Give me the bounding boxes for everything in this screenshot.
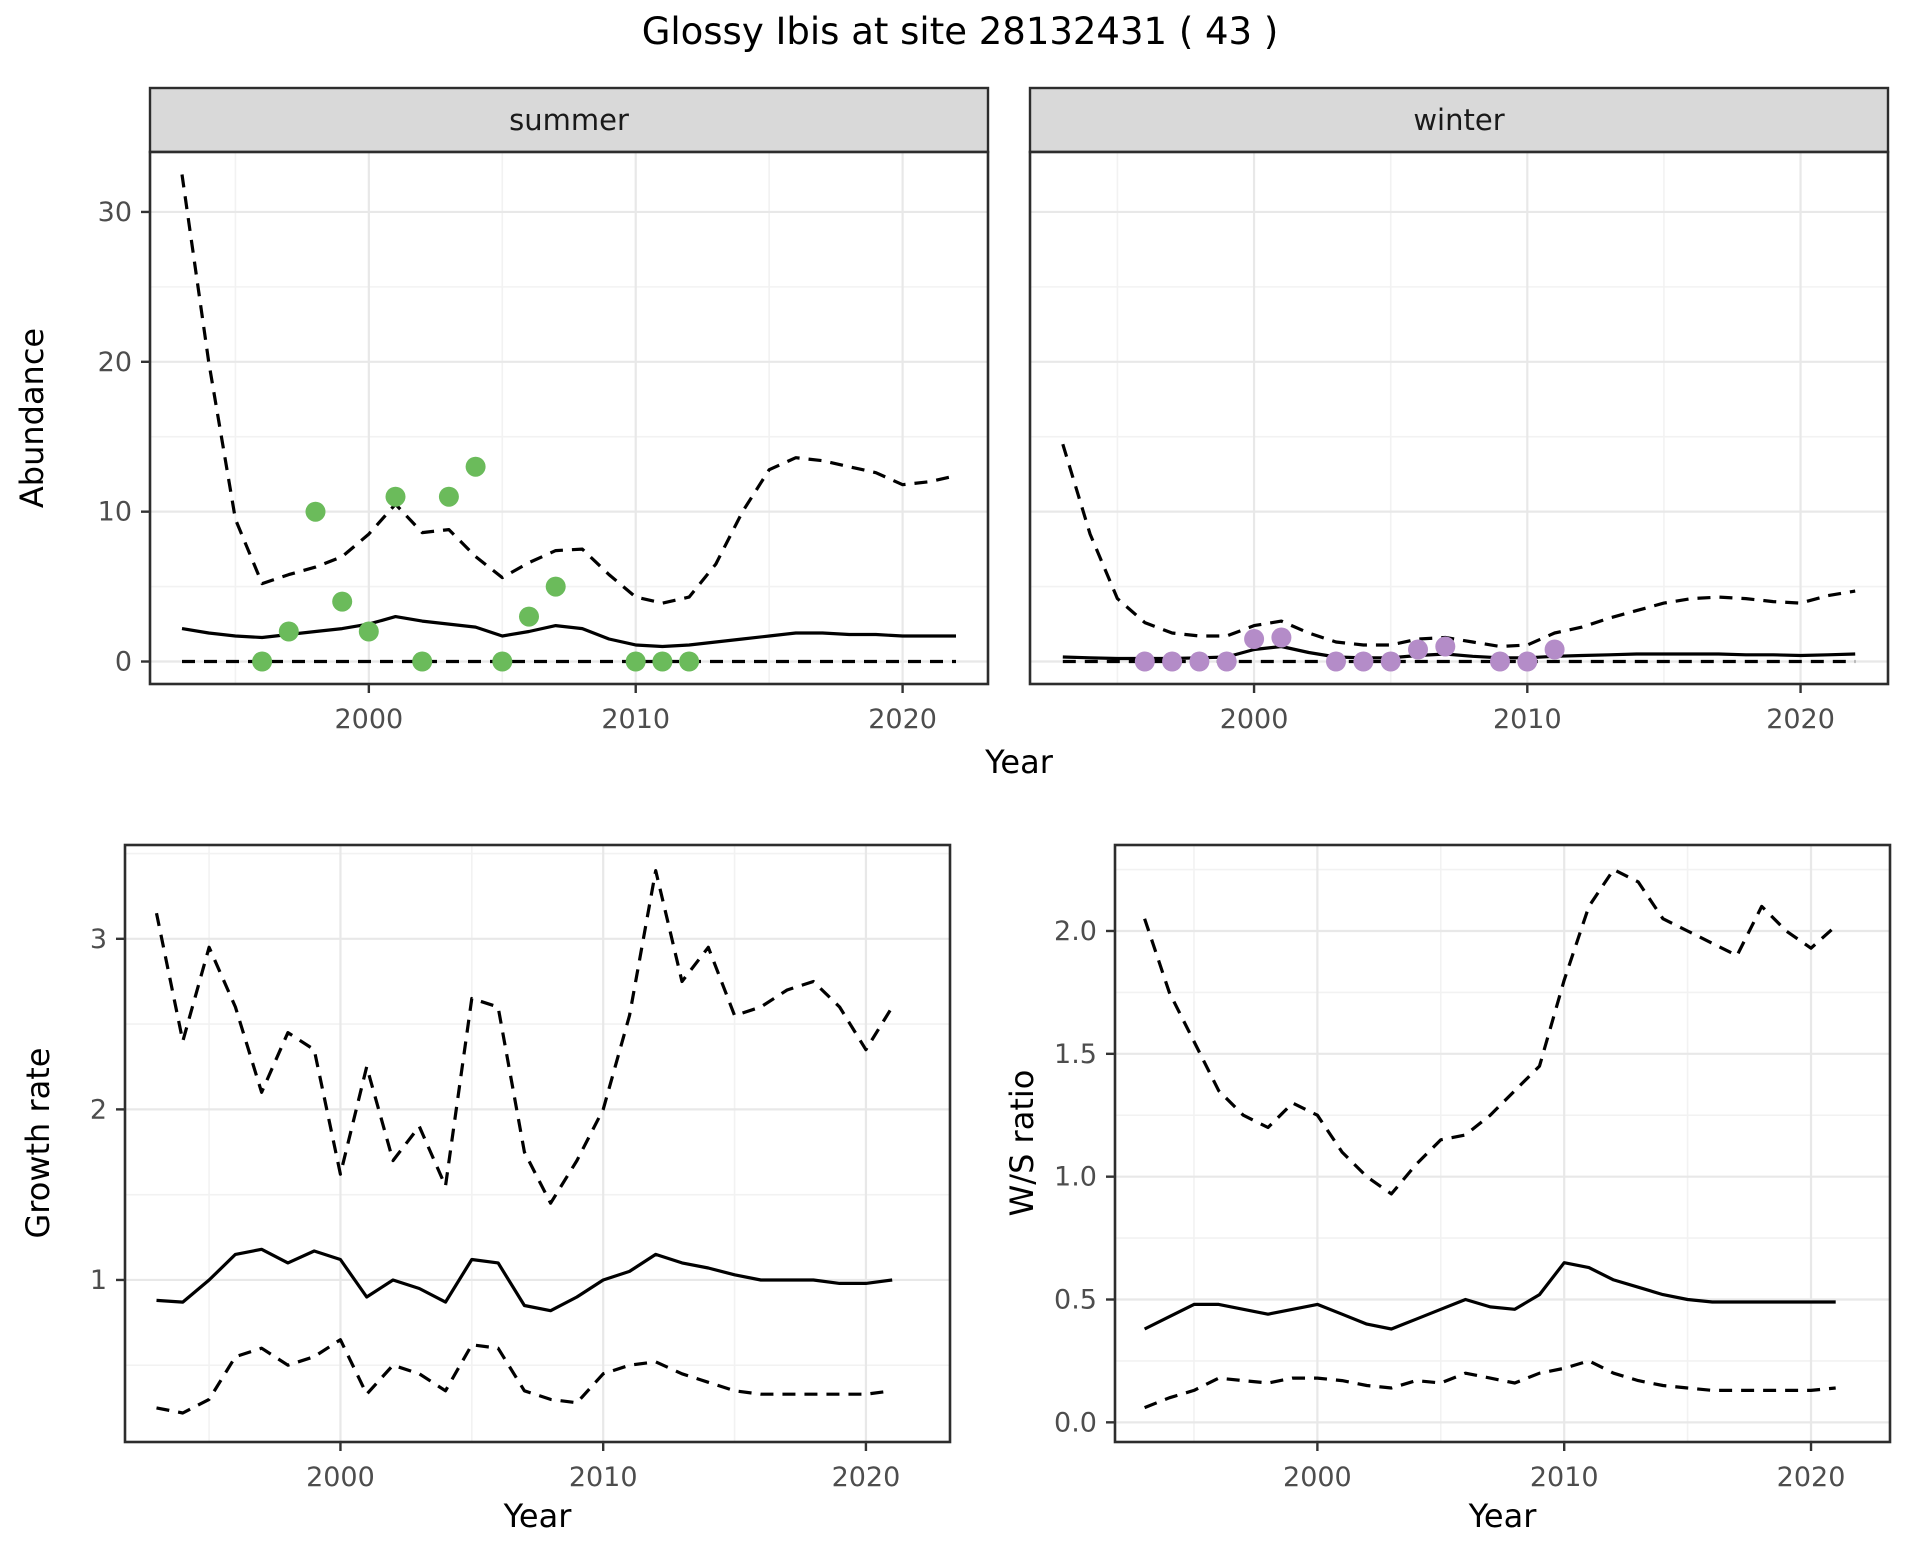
- x-tick-label: 2000: [334, 704, 403, 735]
- panel-winter: [1030, 152, 1888, 684]
- winter-observation-point: [1271, 627, 1292, 648]
- y-tick-label: 1.5: [1054, 1039, 1097, 1070]
- facet-strip: [148, 86, 990, 154]
- summer-observation-point: [625, 651, 646, 672]
- summer-observation-point: [305, 501, 326, 522]
- growth-rate-lower_ci-line: [156, 1338, 893, 1415]
- winter-observation-point: [1380, 651, 1401, 672]
- x-tick-label: 2020: [868, 704, 937, 735]
- ws-ratio-mean-line: [1143, 1261, 1836, 1331]
- panel-border: [148, 150, 990, 686]
- y-tick-label: 0.5: [1054, 1285, 1097, 1316]
- winter-observation-point: [1490, 651, 1510, 672]
- winter-observation-point: [1408, 639, 1428, 660]
- y-tick-label: 1.0: [1054, 1162, 1097, 1193]
- x-tick-label: 2010: [1493, 704, 1562, 735]
- y-tick-label: 0.0: [1054, 1407, 1097, 1438]
- winter-observation-point: [1189, 651, 1210, 672]
- winter-observation-point: [1244, 629, 1265, 649]
- winter-observation-point: [1544, 639, 1565, 660]
- panel-summer: [150, 152, 988, 684]
- summer-observation-point: [278, 621, 299, 642]
- summer-mean-line: [181, 615, 956, 649]
- winter-observation-point: [1517, 651, 1538, 672]
- x-tick-label: 2010: [1530, 1462, 1599, 1493]
- summer-observation-point: [438, 486, 459, 507]
- summer-observation-point: [492, 651, 513, 672]
- summer-observation-point: [252, 651, 273, 672]
- y-tick-label: 2: [90, 1094, 107, 1125]
- winter-observation-point: [1216, 651, 1237, 672]
- y-tick-label: 2.0: [1054, 916, 1097, 947]
- panel-border: [1113, 843, 1892, 1444]
- y-tick-label: 20: [98, 347, 132, 378]
- summer-observation-point: [519, 606, 539, 627]
- x-tick-label: 2000: [1220, 704, 1289, 735]
- winter-observation-point: [1162, 651, 1183, 672]
- winter-upper_ci-line: [1061, 443, 1856, 649]
- summer-observation-point: [332, 591, 353, 612]
- summer-observation-point: [412, 651, 433, 672]
- panel-border: [123, 843, 952, 1444]
- y-tick-label: 10: [98, 497, 132, 528]
- summer-observation-point: [385, 486, 406, 507]
- winter-observation-point: [1353, 651, 1374, 672]
- panel-border: [1028, 150, 1890, 686]
- growth-rate-upper_ci-line: [154, 869, 894, 1205]
- x-tick-label: 2010: [569, 1462, 638, 1493]
- x-tick-label: 2020: [1777, 1462, 1846, 1493]
- summer-observation-point: [652, 651, 673, 672]
- facet-strip: [1028, 86, 1890, 154]
- x-tick-label: 2000: [306, 1462, 375, 1493]
- summer-observation-point: [358, 621, 379, 642]
- summer-observation-point: [465, 456, 486, 477]
- growth-rate-mean-line: [156, 1247, 893, 1313]
- y-tick-label: 1: [90, 1265, 107, 1296]
- summer-observation-point: [679, 651, 700, 672]
- summer-observation-point: [545, 576, 566, 597]
- ws-ratio-lower_ci-line: [1144, 1359, 1836, 1410]
- summer-upper_ci-line: [180, 174, 957, 605]
- panel-ws-ratio: [1115, 845, 1890, 1442]
- winter-observation-point: [1326, 651, 1346, 672]
- ws-ratio-upper_ci-line: [1143, 868, 1837, 1196]
- x-tick-label: 2020: [1766, 704, 1835, 735]
- panel-growth-rate: [125, 845, 950, 1442]
- y-tick-label: 0: [115, 647, 132, 678]
- x-tick-label: 2010: [601, 704, 670, 735]
- winter-observation-point: [1134, 651, 1155, 672]
- y-tick-label: 3: [90, 924, 107, 955]
- x-tick-label: 2020: [832, 1462, 901, 1493]
- x-tick-label: 2000: [1283, 1462, 1352, 1493]
- winter-observation-point: [1435, 636, 1456, 657]
- y-tick-label: 30: [98, 197, 132, 228]
